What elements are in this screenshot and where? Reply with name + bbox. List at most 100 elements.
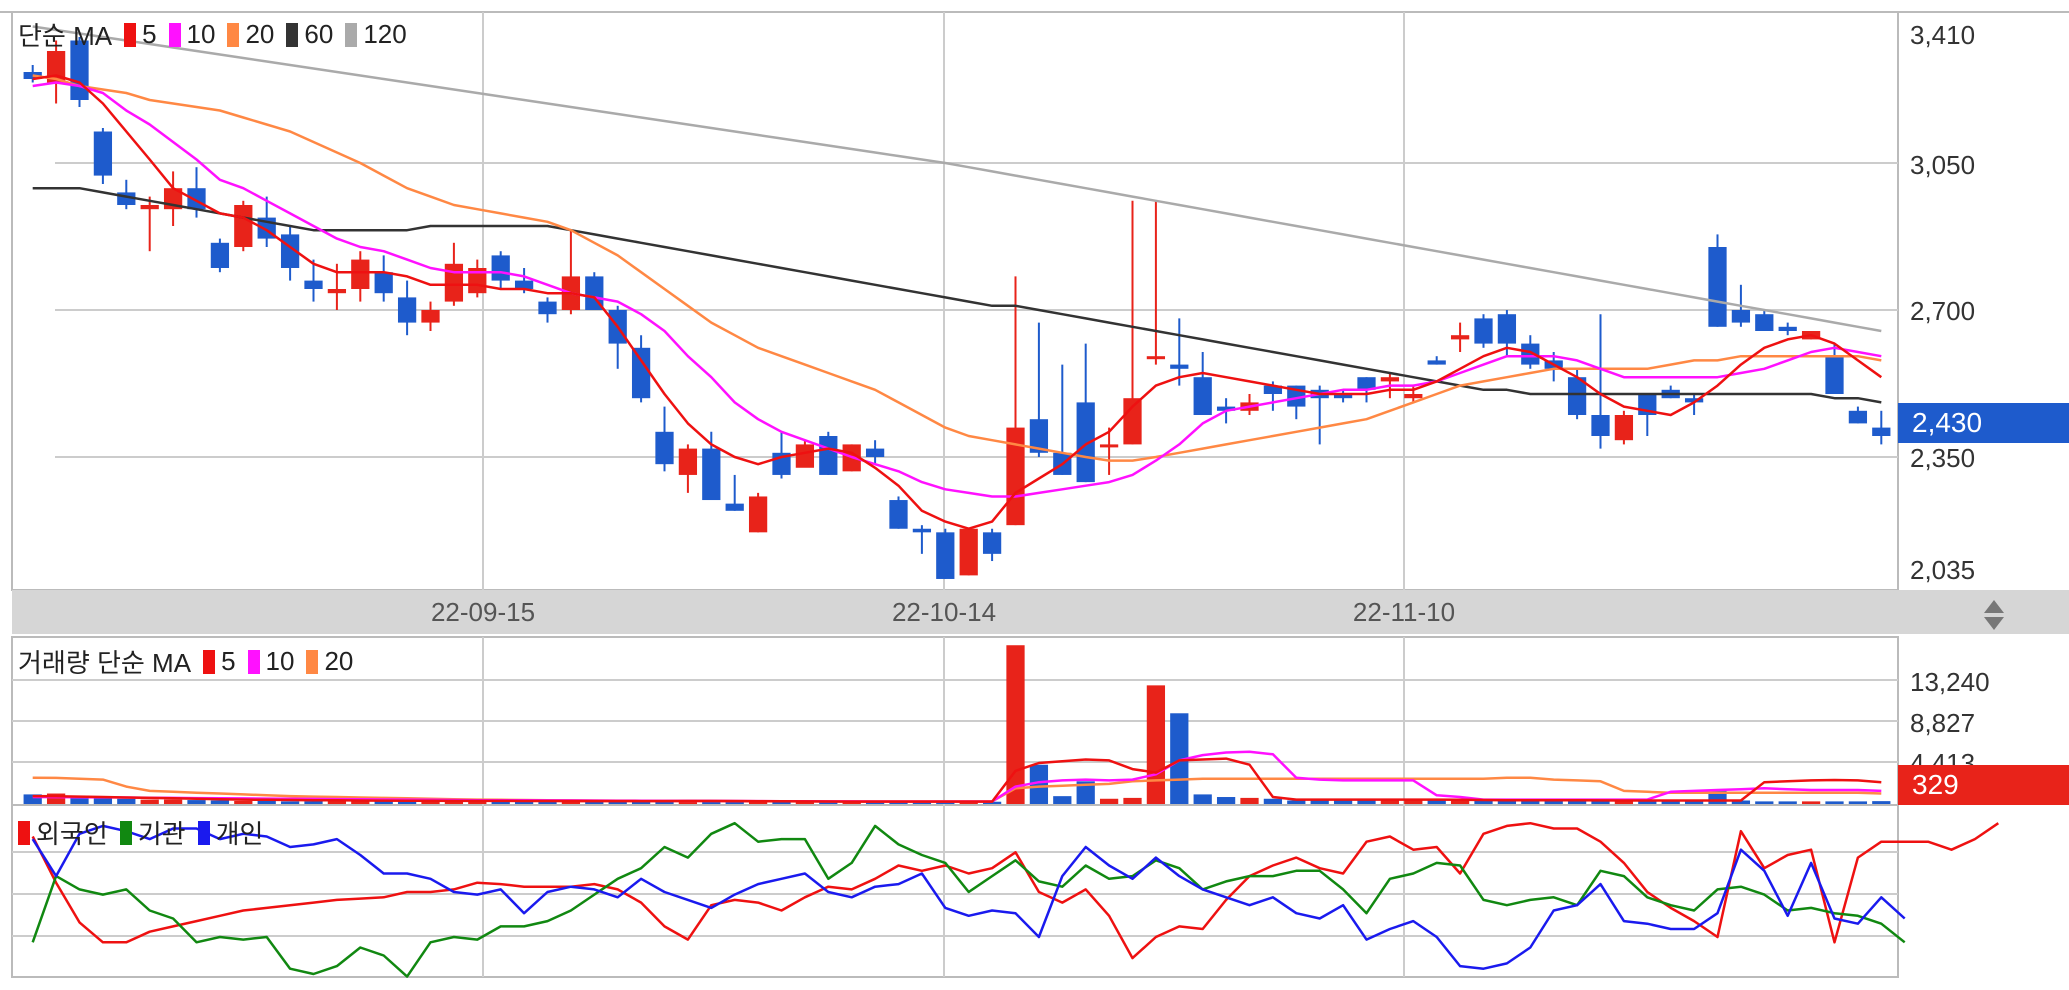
volume-bar [1755,801,1774,804]
volume-bar [1263,798,1283,804]
volume-bar [1310,800,1329,804]
volume-bar [397,801,417,804]
volume-bar [655,801,674,804]
candle-body [959,528,978,576]
candle-body [936,532,955,579]
ma10-swatch [168,22,181,47]
volume-bar [374,801,393,804]
volume-bar [1474,800,1493,804]
ma20-swatch [227,22,240,47]
vol-ma10-swatch [247,649,260,674]
vol-ma5-label: 5 [221,646,236,676]
volume-bar [1661,800,1680,804]
candle-body [210,242,230,268]
volume-bar [959,801,978,804]
candle-body [1567,377,1587,415]
volume-bar [725,801,744,804]
candle-body [93,131,113,176]
volume-bar [889,801,908,804]
volume-legend: 거래량 단순 MA 5 10 20 [18,643,353,680]
volume-ytick: 8,827 [1910,708,1976,738]
volume-bar [1053,796,1072,804]
candle-body [1427,360,1446,365]
volume-bar [631,801,651,804]
individual-label: 개인 [215,819,264,849]
candle-body [1521,343,1540,365]
candle-body [982,532,1002,554]
volume-bar [748,801,768,804]
candle-body [538,301,557,315]
volume-bar [1099,798,1119,804]
price-ytick: 2,350 [1910,443,1976,473]
candle-body [1778,326,1797,331]
candle-body [1006,427,1025,526]
candle-body [912,528,932,533]
current-volume-badge: 329 [1906,765,2069,805]
investor-line-개인 [31,824,1906,970]
candle-body [1731,310,1751,323]
candle-body [374,272,393,294]
volume-bar [982,801,1002,804]
volume-bar [1825,801,1844,804]
ma10-label: 10 [186,19,216,49]
candle-body [1263,385,1283,394]
candle-body [1216,406,1236,411]
vol-ma10-label: 10 [265,646,295,676]
candle-body [795,444,815,468]
candle-body [444,263,464,302]
volume-bar [1076,781,1095,804]
candle-body [1497,314,1517,344]
candle-body [865,448,885,457]
volume-bar [234,800,253,804]
scroll-down-icon [1984,617,2004,630]
candle-body [702,448,721,501]
candle-body [1872,427,1891,436]
vol-ma20-label: 20 [324,646,354,676]
investor-line-기관 [31,821,1906,978]
volume-bar [1872,801,1891,804]
volume-bar [421,801,440,804]
volume-bar [187,800,206,804]
ma5-label: 5 [142,19,157,49]
volume-bar [912,801,932,804]
volume-bar [819,801,838,804]
volume-bar [608,801,627,804]
candle-body [1755,314,1774,331]
volume-bar [936,801,955,804]
price-legend-title: 단순 MA [18,21,113,51]
volume-bar [842,801,861,804]
candle-body [1380,377,1400,382]
candle-body [1146,356,1166,360]
volume-bar [1684,799,1704,804]
volume-bar [163,799,183,804]
candle-body [1076,402,1095,483]
volume-ytick: 13,240 [1910,667,1990,697]
candle-body [678,448,698,475]
candle-body [397,297,417,323]
volume-bar [1544,800,1563,804]
volume-bar [1801,801,1821,804]
investor-legend: 외국인 기관 개인 [18,814,263,851]
candle-body [1029,419,1049,453]
volume-bar [468,801,487,804]
volume-bar [1778,801,1797,804]
candle-body [1614,415,1634,441]
volume-bar [1404,800,1423,804]
volume-bar [257,800,276,804]
volume-bar [1848,801,1868,804]
candle-body [1099,444,1119,448]
candle-body [1708,247,1727,327]
volume-bar [1170,713,1189,804]
candle-body [140,205,159,210]
volume-bar [1497,800,1517,804]
candle-body [1450,335,1470,340]
ma20-label: 20 [245,19,275,49]
candle-body [631,347,651,399]
investor-panel-frame [11,804,1899,978]
volume-bar [1006,645,1025,804]
individual-swatch [197,820,210,845]
date-tick: 22-11-10 [1352,597,1456,627]
candle-body [468,268,487,294]
volume-bar [1216,797,1236,804]
